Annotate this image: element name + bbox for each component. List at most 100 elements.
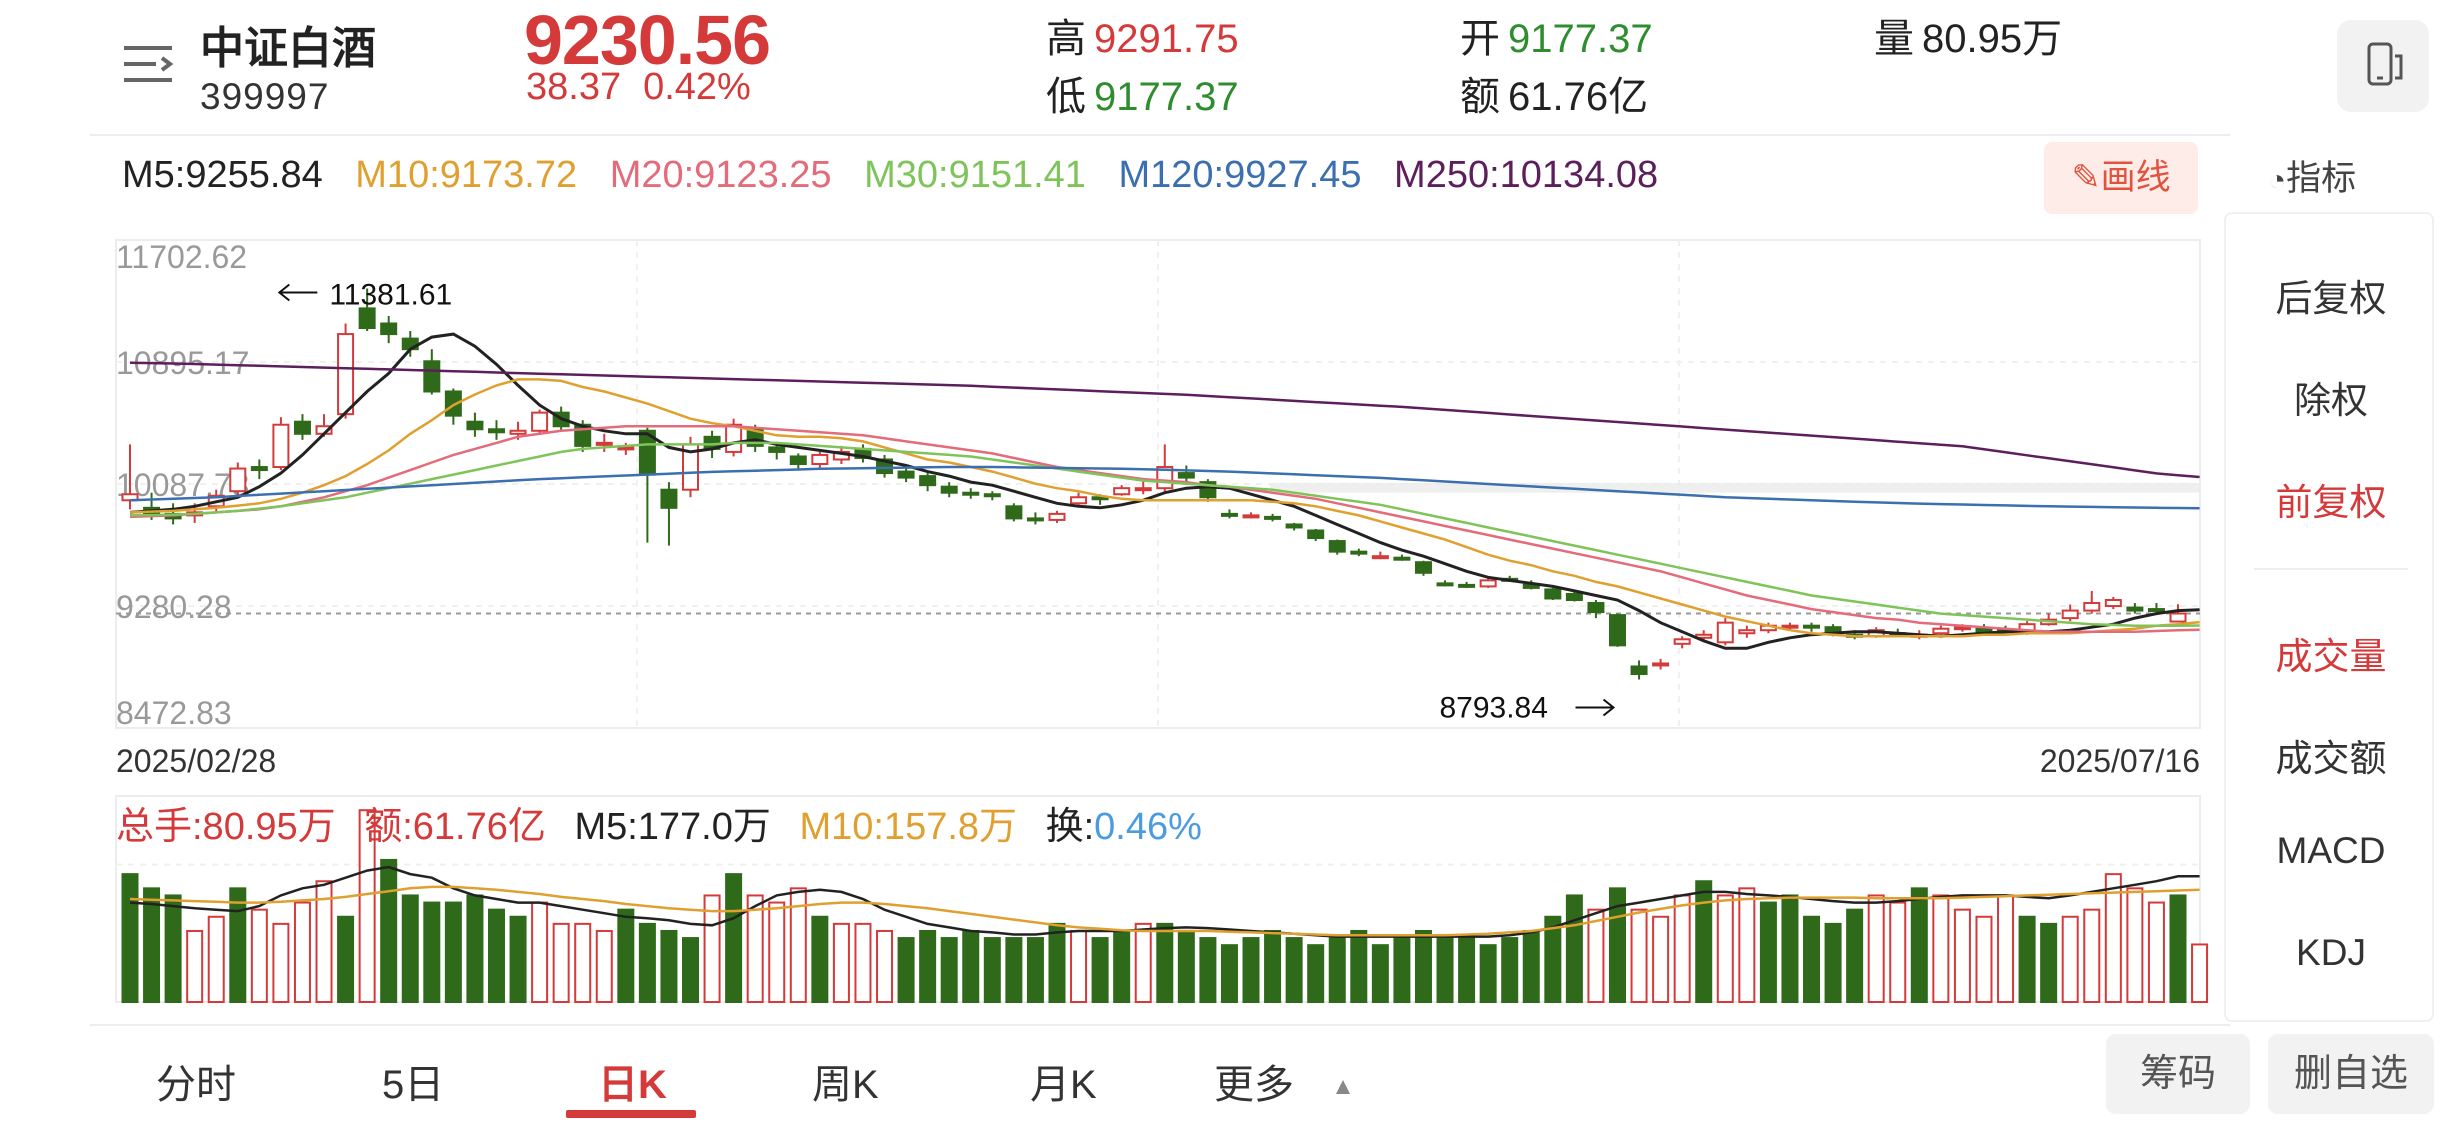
y-tick-label: 9280.28 <box>116 589 232 625</box>
stock-name: 中证白酒 <box>200 24 376 73</box>
tab-monthly-k[interactable]: 月K <box>1030 1063 1097 1107</box>
volume-bar <box>250 908 268 1003</box>
current-price: 9230.56 <box>524 1 771 79</box>
side-item-ex-rights[interactable]: 除权 <box>2294 380 2368 421</box>
indicator-label: 指标 <box>2286 159 2357 198</box>
candle-body <box>1026 517 1044 522</box>
stat-open-value: 9177.37 <box>1508 17 1653 61</box>
annotation-arrowhead <box>1602 698 1616 717</box>
candle-body <box>509 429 527 435</box>
remove-watchlist-button[interactable]: 删自选 <box>2268 1034 2434 1114</box>
volume-bar <box>617 908 635 1003</box>
tab-daily-k[interactable]: 日K <box>598 1063 667 1107</box>
volume-bar <box>983 937 1001 1004</box>
volume-m5: M5:177.0万 <box>574 806 771 848</box>
volume-amount: 额:61.76亿 <box>364 806 546 848</box>
stat-high: 高 9291.75 <box>1046 6 1239 64</box>
volume-bar <box>746 894 764 1004</box>
device-rotate-button[interactable] <box>2337 20 2429 112</box>
volume-bar <box>703 894 721 1004</box>
volume-bar <box>337 915 355 1003</box>
footer-divider <box>90 1024 2230 1026</box>
volume-bar <box>487 908 505 1003</box>
candle-body <box>725 423 743 453</box>
caret-up-icon: ▲ <box>1331 1073 1355 1101</box>
candle-body <box>293 420 311 435</box>
candle-body <box>1307 529 1325 540</box>
volume-ma-line-m5 <box>129 865 2200 938</box>
candle-body <box>380 322 398 336</box>
tab-more[interactable]: 更多 ▲ <box>1214 1052 1355 1110</box>
chips-button[interactable]: 筹码 <box>2106 1034 2250 1114</box>
tab-weekly-k[interactable]: 周K <box>812 1063 879 1107</box>
volume-bar <box>1759 901 1777 1003</box>
tab-5day[interactable]: 5日 <box>382 1063 445 1107</box>
candle-body <box>1975 627 1993 633</box>
indicator-link[interactable]: ◔指标 <box>2268 150 2356 201</box>
candle-body <box>272 423 290 469</box>
price-range-band <box>1270 482 2200 493</box>
side-item-pre-adjusted[interactable]: 前复权 <box>2275 482 2387 523</box>
side-item-kdj[interactable]: KDJ <box>2296 932 2366 973</box>
volume-bar <box>1199 937 1217 1004</box>
menu-icon[interactable] <box>118 36 178 96</box>
candle-body <box>337 333 355 416</box>
volume-bar <box>876 929 894 1003</box>
volume-bar <box>1932 894 1950 1004</box>
ma-line-m30 <box>129 441 2200 627</box>
side-divider <box>2254 568 2408 570</box>
volume-bar <box>1587 908 1605 1003</box>
volume-bar <box>1307 944 1325 1004</box>
tab-intraday[interactable]: 分时 <box>156 1063 236 1107</box>
stat-volume-label: 量 <box>1874 17 1914 61</box>
side-item-volume[interactable]: 成交量 <box>2275 636 2387 677</box>
volume-bar <box>1436 937 1454 1004</box>
volume-bar <box>682 937 700 1004</box>
volume-bar <box>1544 915 1562 1003</box>
candle-body <box>1070 496 1088 505</box>
volume-bar <box>638 922 656 1003</box>
volume-bar <box>1803 915 1821 1003</box>
stat-high-value: 9291.75 <box>1094 17 1239 61</box>
candle-body <box>444 390 462 417</box>
volume-bar <box>229 887 247 1004</box>
volume-bar <box>2126 887 2144 1004</box>
candle-body <box>1220 512 1238 517</box>
volume-ma-line-m10 <box>129 885 2200 937</box>
volume-bar <box>1393 937 1411 1004</box>
candle-body <box>617 446 635 451</box>
candle-body <box>531 411 549 432</box>
stat-low-value: 9177.37 <box>1094 75 1239 119</box>
y-tick-label: 8472.83 <box>116 695 232 731</box>
candle-body <box>595 441 613 446</box>
candle-body <box>1630 665 1648 676</box>
volume-bar <box>466 894 484 1004</box>
annotation-arrowhead <box>277 283 290 302</box>
side-item-amount[interactable]: 成交额 <box>2275 738 2387 779</box>
candle-body <box>2083 602 2101 612</box>
candle-body <box>660 488 678 509</box>
volume-bar <box>789 887 807 1004</box>
volume-bar <box>315 880 333 1004</box>
candle-body <box>1436 582 1454 587</box>
candle-body <box>1953 626 1971 631</box>
candle-body <box>1608 614 1626 647</box>
candle-body <box>229 467 247 493</box>
candle-body <box>1005 505 1023 520</box>
volume-bar <box>1328 937 1346 1004</box>
candle-body <box>1716 621 1734 644</box>
volume-bar <box>1113 929 1131 1003</box>
volume-bar <box>1285 937 1303 1004</box>
volume-bar <box>552 922 570 1003</box>
volume-bar <box>2040 922 2058 1003</box>
draw-line-button[interactable]: ✎画线 <box>2044 142 2198 214</box>
volume-bar <box>2169 894 2187 1004</box>
volume-bar <box>1264 929 1282 1003</box>
stat-amount-label: 额 <box>1460 75 1500 119</box>
volume-bar <box>401 894 419 1004</box>
phone-icon <box>2367 42 2403 86</box>
side-item-post-adjusted[interactable]: 后复权 <box>2275 278 2387 319</box>
side-item-macd[interactable]: MACD <box>2276 830 2386 871</box>
volume-bar <box>1824 922 1842 1003</box>
